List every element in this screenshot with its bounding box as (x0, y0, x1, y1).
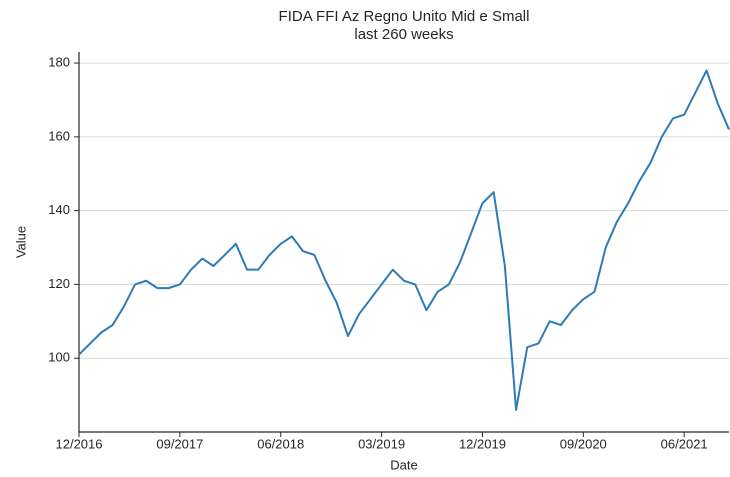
x-tick-label: 09/2017 (156, 436, 203, 451)
y-tick-label: 180 (48, 55, 70, 70)
x-axis-label: Date (390, 457, 417, 472)
y-tick-label: 100 (48, 350, 70, 365)
chart-subtitle: last 260 weeks (354, 26, 453, 43)
x-tick-label: 09/2020 (560, 436, 607, 451)
chart-title: FIDA FFI Az Regno Unito Mid e Small (279, 8, 530, 25)
y-tick-label: 120 (48, 276, 70, 291)
x-tick-label: 12/2016 (56, 436, 103, 451)
y-axis-label: Value (13, 226, 28, 258)
x-tick-label: 03/2019 (358, 436, 405, 451)
x-tick-label: 06/2018 (257, 436, 304, 451)
y-tick-label: 140 (48, 202, 70, 217)
data-line (78, 69, 730, 411)
x-tick-label: 06/2021 (661, 436, 708, 451)
y-tick-label: 160 (48, 128, 70, 143)
x-tick-label: 12/2019 (459, 436, 506, 451)
